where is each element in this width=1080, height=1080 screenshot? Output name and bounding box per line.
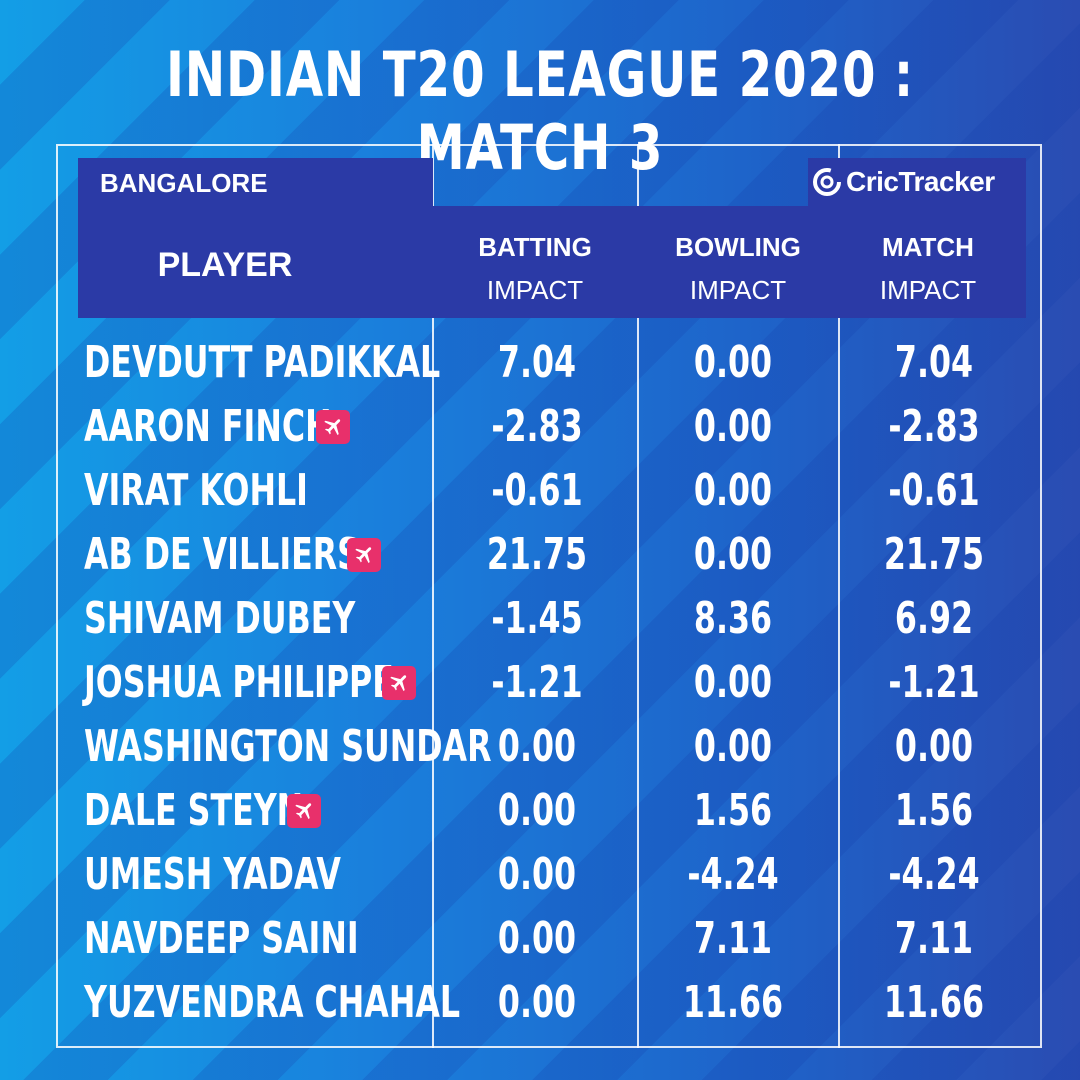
match-impact-value: -4.24	[888, 849, 980, 900]
player-name: YUZVENDRA CHAHAL	[84, 977, 461, 1028]
bowling-impact-value: 0.00	[693, 529, 773, 580]
table-header	[78, 206, 1026, 318]
bowling-impact-value: 0.00	[693, 465, 773, 516]
team-label: BANGALORE	[100, 168, 268, 198]
player-name: UMESH YADAV	[84, 849, 341, 900]
bowling-impact-value: 1.56	[693, 785, 773, 836]
match-impact-value: 7.04	[894, 337, 974, 388]
table-row: JOSHUA PHILIPPE -1.21 0.00 -1.21	[0, 652, 1080, 714]
table-frame	[56, 144, 1042, 1048]
batting-impact-value: -2.83	[491, 401, 583, 452]
header-match-line2: IMPACT	[879, 275, 977, 305]
table-row: NAVDEEP SAINI 0.00 7.11 7.11	[0, 908, 1080, 970]
batting-impact-value: -1.45	[491, 593, 583, 644]
table-row: WASHINGTON SUNDAR 0.00 0.00 0.00	[0, 716, 1080, 778]
player-name: VIRAT KOHLI	[84, 465, 308, 516]
bowling-impact-value: 11.66	[682, 977, 784, 1028]
column-divider	[838, 144, 840, 1048]
batting-impact-value: -1.21	[491, 657, 583, 708]
table-row: AARON FINCH -2.83 0.00 -2.83	[0, 396, 1080, 458]
header-bowling-line2: IMPACT	[689, 275, 787, 305]
batting-impact-value: 0.00	[497, 913, 577, 964]
bowling-impact-value: 0.00	[693, 657, 773, 708]
airplane-icon	[316, 410, 350, 444]
batting-impact-value: 0.00	[497, 721, 577, 772]
header-bowling-impact: BOWLING IMPACT	[643, 226, 833, 312]
match-impact-value: 11.66	[883, 977, 985, 1028]
header-bowling-line1: BOWLING	[675, 232, 801, 262]
header-batting-line1: BATTING	[478, 232, 592, 262]
brand-name: CricTracker	[846, 166, 995, 197]
airplane-icon	[287, 794, 321, 828]
page-title: INDIAN T20 LEAGUE 2020 : MATCH 3	[165, 38, 915, 184]
batting-impact-value: 0.00	[497, 977, 577, 1028]
match-impact-value: 7.11	[894, 913, 974, 964]
airplane-icon	[382, 666, 416, 700]
bowling-impact-value: 8.36	[693, 593, 773, 644]
match-impact-value: 0.00	[894, 721, 974, 772]
column-divider	[432, 144, 434, 1048]
table-row: DALE STEYN 0.00 1.56 1.56	[0, 780, 1080, 842]
player-name: NAVDEEP SAINI	[84, 913, 359, 964]
team-bar	[78, 158, 433, 206]
match-impact-value: -1.21	[888, 657, 980, 708]
brand-bar	[808, 158, 1026, 206]
batting-impact-value: 0.00	[497, 785, 577, 836]
player-name: AARON FINCH	[84, 401, 332, 452]
bowling-impact-value: 0.00	[693, 337, 773, 388]
table-row: YUZVENDRA CHAHAL 0.00 11.66 11.66	[0, 972, 1080, 1034]
crictracker-logo-icon	[813, 168, 841, 196]
player-name: JOSHUA PHILIPPE	[84, 657, 394, 708]
table-row: VIRAT KOHLI -0.61 0.00 -0.61	[0, 460, 1080, 522]
header-player: PLAYER	[157, 246, 293, 284]
bowling-impact-value: -4.24	[687, 849, 779, 900]
batting-impact-value: 21.75	[486, 529, 588, 580]
match-impact-value: -2.83	[888, 401, 980, 452]
header-match-line1: MATCH	[882, 232, 974, 262]
header-batting-line2: IMPACT	[486, 275, 584, 305]
table-row: UMESH YADAV 0.00 -4.24 -4.24	[0, 844, 1080, 906]
match-impact-value: 21.75	[883, 529, 985, 580]
batting-impact-value: -0.61	[491, 465, 583, 516]
bowling-impact-value: 0.00	[693, 721, 773, 772]
table-row: SHIVAM DUBEY -1.45 8.36 6.92	[0, 588, 1080, 650]
bowling-impact-value: 7.11	[693, 913, 773, 964]
player-name: WASHINGTON SUNDAR	[84, 721, 492, 772]
table-row: DEVDUTT PADIKKAL 7.04 0.00 7.04	[0, 332, 1080, 394]
bowling-impact-value: 0.00	[693, 401, 773, 452]
match-impact-value: -0.61	[888, 465, 980, 516]
airplane-icon	[347, 538, 381, 572]
header-match-impact: MATCH IMPACT	[833, 226, 1023, 312]
player-name: DALE STEYN	[84, 785, 304, 836]
player-name: DEVDUTT PADIKKAL	[84, 337, 441, 388]
player-name: SHIVAM DUBEY	[84, 593, 356, 644]
match-impact-value: 1.56	[894, 785, 974, 836]
table-row: AB DE VILLIERS 21.75 0.00 21.75	[0, 524, 1080, 586]
batting-impact-value: 0.00	[497, 849, 577, 900]
match-impact-value: 6.92	[894, 593, 974, 644]
header-batting-impact: BATTING IMPACT	[440, 226, 630, 312]
column-divider	[637, 144, 639, 1048]
player-name: AB DE VILLIERS	[84, 529, 360, 580]
batting-impact-value: 7.04	[497, 337, 577, 388]
